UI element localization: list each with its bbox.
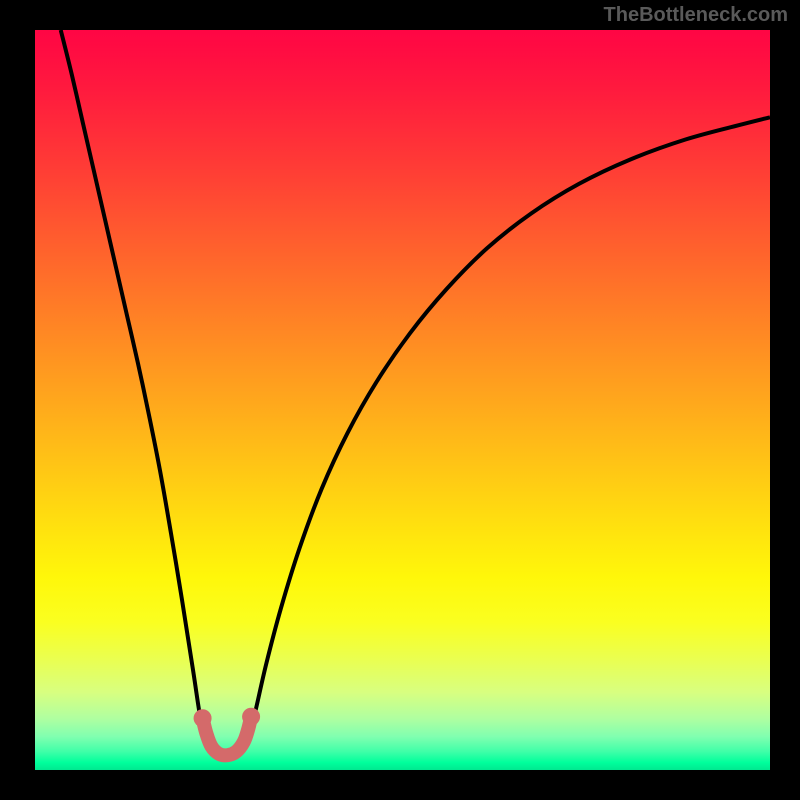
bottleneck-curve-left	[61, 30, 206, 740]
valley-marker-dot-1	[242, 708, 260, 726]
valley-marker-dot-0	[194, 709, 212, 727]
chart-container: TheBottleneck.com	[0, 0, 800, 800]
curve-overlay	[35, 30, 770, 770]
bottleneck-curve-right	[248, 117, 770, 740]
watermark-text: TheBottleneck.com	[604, 4, 788, 27]
plot-area	[35, 30, 770, 770]
